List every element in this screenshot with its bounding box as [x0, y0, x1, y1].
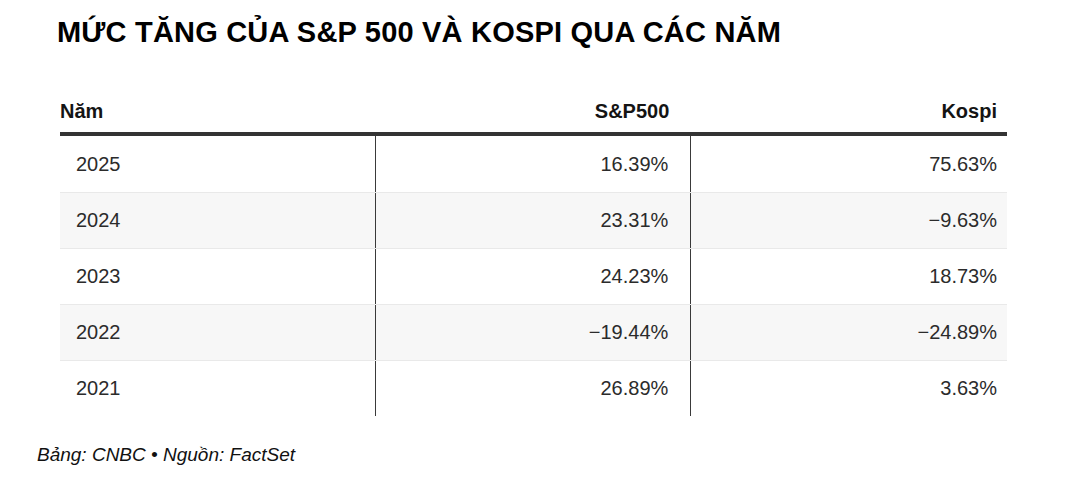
cell-sp500: −19.44%	[376, 305, 692, 360]
data-table: Năm S&P500 Kospi 2025 16.39% 75.63% 2024…	[60, 90, 1007, 416]
table-header-row: Năm S&P500 Kospi	[60, 90, 1007, 136]
page-title: MỨC TĂNG CỦA S&P 500 VÀ KOSPI QUA CÁC NĂ…	[57, 16, 781, 49]
cell-year: 2024	[60, 193, 376, 248]
cell-kospi: 3.63%	[691, 361, 1007, 416]
table-row-2025: 2025 16.39% 75.63%	[60, 136, 1007, 192]
table-row-2021: 2021 26.89% 3.63%	[60, 360, 1007, 416]
cell-year: 2023	[60, 249, 376, 304]
cell-kospi: 75.63%	[691, 136, 1007, 192]
table-body: 2025 16.39% 75.63% 2024 23.31% −9.63% 20…	[60, 136, 1007, 416]
table-row-2022: 2022 −19.44% −24.89%	[60, 304, 1007, 360]
cell-kospi: 18.73%	[691, 249, 1007, 304]
cell-year: 2022	[60, 305, 376, 360]
column-header-sp500: S&P500	[376, 100, 692, 132]
cell-sp500: 24.23%	[376, 249, 692, 304]
attribution-text: Bảng: CNBC • Nguồn: FactSet	[37, 444, 295, 466]
cell-sp500: 23.31%	[376, 193, 692, 248]
cell-kospi: −9.63%	[691, 193, 1007, 248]
column-header-kospi: Kospi	[691, 100, 1007, 132]
table-row-2024: 2024 23.31% −9.63%	[60, 192, 1007, 248]
cell-sp500: 26.89%	[376, 361, 692, 416]
cell-year: 2025	[60, 136, 376, 192]
page: MỨC TĂNG CỦA S&P 500 VÀ KOSPI QUA CÁC NĂ…	[0, 0, 1083, 492]
column-header-year: Năm	[60, 100, 376, 132]
cell-sp500: 16.39%	[376, 136, 692, 192]
table-row-2023: 2023 24.23% 18.73%	[60, 248, 1007, 304]
cell-year: 2021	[60, 361, 376, 416]
cell-kospi: −24.89%	[691, 305, 1007, 360]
